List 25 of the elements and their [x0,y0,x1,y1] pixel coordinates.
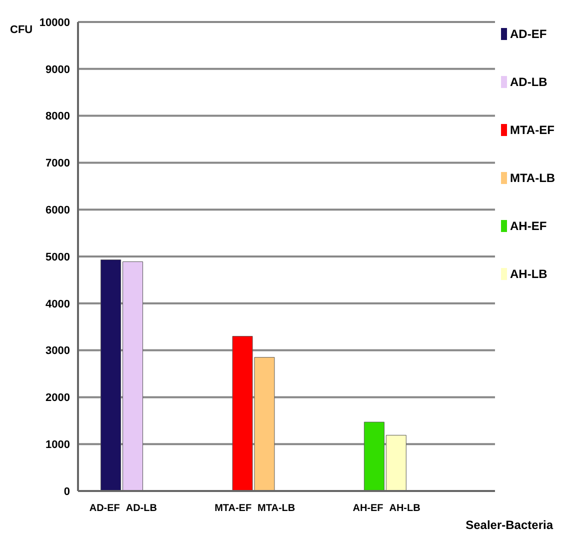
legend-label: AH-EF [510,219,547,233]
x-tick-label: MTA-LB [258,503,296,514]
y-tick-label: 5000 [46,251,70,264]
x-tick-label: MTA-EF [214,503,252,514]
y-tick-label: 9000 [46,64,70,76]
y-tick-label: 1000 [46,439,70,452]
legend-label: AD-LB [510,75,548,89]
x-tick-label: AD-LB [126,503,157,514]
y-tick-label: 0 [64,486,70,498]
legend-label: MTA-EF [510,123,554,137]
legend-label: AH-LB [510,267,548,281]
y-tick-label: 4000 [46,298,70,310]
legend-label: MTA-LB [510,171,556,185]
y-tick-label: 6000 [46,204,70,217]
y-tick-label: 10000 [39,16,70,29]
y-tick-label: 2000 [46,392,70,404]
legend-label: AD-EF [510,27,547,41]
y-axis-title: CFU [10,24,33,36]
x-axis-title: Sealer-Bacteria [466,518,554,532]
x-tick-label: AD-EF [89,503,120,514]
y-tick-label: 8000 [46,110,70,123]
x-tick-label: AH-LB [389,503,420,514]
x-tick-label: AH-EF [352,503,384,514]
y-tick-label: 3000 [46,345,70,358]
y-tick-label: 7000 [46,158,70,170]
